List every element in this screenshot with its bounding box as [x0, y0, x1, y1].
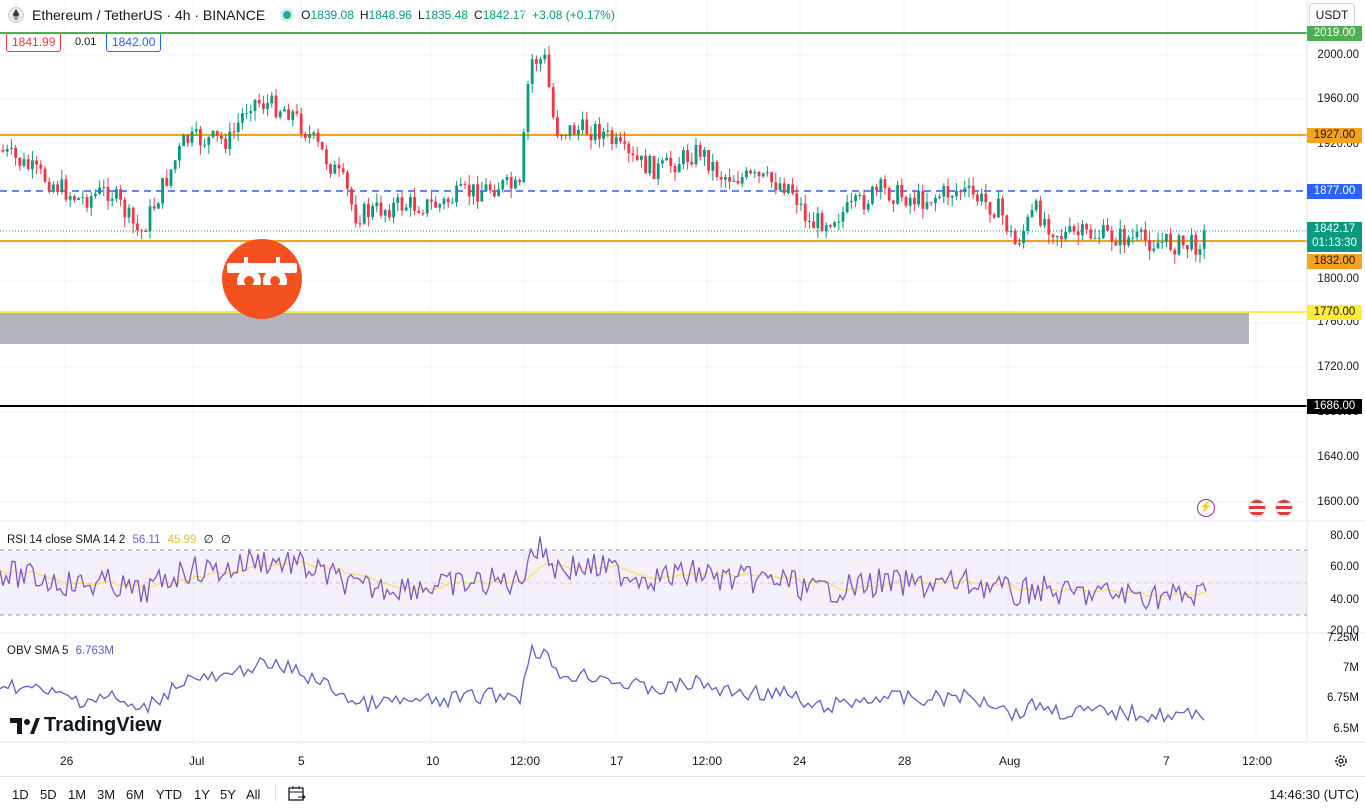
range-ytd[interactable]: YTD: [156, 787, 182, 802]
us-flag-icon[interactable]: [1275, 499, 1293, 517]
buy-price-box[interactable]: 1842.00: [106, 32, 162, 52]
range-5d[interactable]: 5D: [40, 787, 57, 802]
support-zone: [0, 313, 1249, 344]
watermark-logo-icon: [222, 239, 302, 319]
time-tick: 12:00: [1242, 754, 1273, 768]
level-tag-1877[interactable]: 1877.00: [1307, 184, 1362, 199]
price-tick: 1800.00: [1317, 273, 1359, 285]
time-tick: 10: [426, 754, 440, 768]
candlestick-series: [1, 45, 1206, 264]
obv-title: OBV SMA 5: [7, 645, 69, 657]
rsi-line: [0, 536, 1207, 611]
ohlc-high: H1848.96: [359, 8, 412, 22]
symbol-title[interactable]: Ethereum / TetherUS · 4h · BINANCE: [32, 7, 266, 23]
level-tag-1832[interactable]: 1832.00: [1307, 254, 1362, 269]
range-all[interactable]: All: [246, 787, 261, 802]
time-tick: Jul: [189, 754, 205, 768]
rsi-band: [0, 550, 1307, 615]
rsi-legend[interactable]: RSI 14 close SMA 14 2 56.11 45.99 ∅ ∅: [7, 532, 231, 546]
level-tag-1686[interactable]: 1686.00: [1307, 399, 1362, 414]
rsi-sma-value: 45.99: [167, 534, 197, 546]
obv-tick: 6.75M: [1327, 692, 1359, 704]
calendar-range-icon[interactable]: [288, 785, 306, 802]
time-tick: 28: [898, 754, 912, 768]
rsi-tick: 80.00: [1330, 530, 1359, 542]
chart-legend: Ethereum / TetherUS · 4h · BINANCE O1839…: [0, 0, 1300, 30]
tradingview-logo[interactable]: TradingView: [10, 714, 161, 737]
price-tick: 1640.00: [1317, 451, 1359, 463]
bottom-toolbar: [0, 776, 1365, 809]
rsi-extra1: ∅: [203, 534, 214, 546]
obv-tick: 7.25M: [1327, 632, 1359, 644]
obv-line: [0, 642, 1205, 724]
lightning-icon[interactable]: ⚡: [1197, 499, 1215, 517]
price-change: +3.08 (+0.17%): [532, 8, 615, 22]
level-tag-2019[interactable]: 2019.00: [1307, 26, 1362, 41]
range-6m[interactable]: 6M: [126, 787, 145, 802]
rsi-title: RSI 14 close SMA 14 2: [7, 534, 126, 546]
ohlc-close: C1842.17: [474, 8, 527, 22]
price-tick: 1720.00: [1317, 361, 1359, 373]
toolbar-divider: [275, 784, 276, 802]
range-1m[interactable]: 1M: [68, 787, 87, 802]
range-1y[interactable]: 1Y: [194, 787, 210, 802]
time-tick: Aug: [999, 754, 1021, 768]
obv-tick: 6.5M: [1333, 723, 1359, 735]
utc-clock[interactable]: 14:46:30 (UTC): [1269, 787, 1359, 802]
sell-price-box[interactable]: 1841.99: [6, 32, 62, 52]
rsi-tick: 20.00: [1330, 625, 1359, 637]
price-tick: 1960.00: [1317, 93, 1359, 105]
time-tick: 5: [298, 754, 305, 768]
range-1d[interactable]: 1D: [12, 787, 29, 802]
us-flag-icon[interactable]: [1248, 499, 1266, 517]
rsi-extra2: ∅: [220, 534, 231, 546]
current-price-tag[interactable]: 1842.17 01:13:30: [1307, 222, 1362, 252]
obv-value: 6.763M: [75, 645, 114, 657]
level-tag-1770[interactable]: 1770.00: [1307, 305, 1362, 320]
rsi-tick: 40.00: [1330, 594, 1359, 606]
obv-tick: 7M: [1343, 662, 1359, 674]
time-tick: 24: [793, 754, 807, 768]
time-tick: 7: [1163, 754, 1170, 768]
range-3m[interactable]: 3M: [97, 787, 116, 802]
time-tick: 12:00: [692, 754, 723, 768]
obv-legend[interactable]: OBV SMA 5 6.763M: [7, 645, 114, 657]
current-price-value: 1842.17: [1313, 223, 1356, 235]
spread-value: 0.01: [75, 36, 97, 48]
symbol-logo-icon[interactable]: [8, 7, 24, 23]
time-tick: 17: [610, 754, 624, 768]
rsi-value: 56.11: [132, 534, 161, 546]
range-5y[interactable]: 5Y: [220, 787, 236, 802]
time-tick: 26: [60, 754, 74, 768]
rsi-tick: 60.00: [1330, 561, 1359, 573]
level-tag-1927[interactable]: 1927.00: [1307, 128, 1362, 143]
price-tick: 2000.00: [1317, 49, 1359, 61]
tradingview-logo-icon: [10, 717, 40, 734]
price-tick: 1600.00: [1317, 496, 1359, 508]
rsi-sma-line: [0, 560, 1207, 598]
tradingview-wordmark: TradingView: [44, 714, 162, 736]
ohlc-low: L1835.48: [417, 8, 469, 22]
bar-countdown: 01:13:30: [1312, 237, 1357, 249]
time-tick: 12:00: [510, 754, 541, 768]
market-status-icon[interactable]: [283, 11, 292, 19]
settings-gear-icon[interactable]: [1333, 753, 1349, 769]
ohlc-open: O1839.08: [301, 8, 354, 22]
